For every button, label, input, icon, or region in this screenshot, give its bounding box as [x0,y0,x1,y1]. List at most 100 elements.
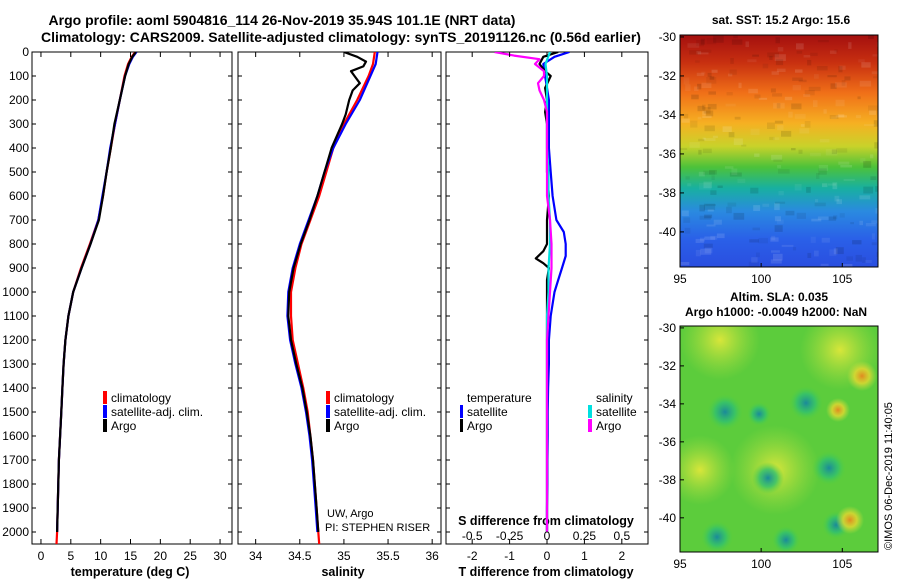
sst-speckle [707,103,717,110]
sst-speckle [806,186,811,193]
sst-field [680,35,878,267]
sst-speckle [699,204,705,212]
sst-speckle [848,42,852,49]
sst-speckle [803,94,811,97]
sst-speckle [829,115,839,119]
sst-speckle [698,138,705,142]
legend-swatch-t-argo [460,419,463,432]
sst-speckle [773,253,783,261]
sst-speckle [695,238,704,243]
x-tick-label: 10 [94,549,108,563]
map-y-tick-label: -40 [659,225,677,239]
sla-map-ticks: 95 100 105 -30 -32 -34 -36 -38 -40 [659,321,853,571]
sst-speckle [681,210,689,217]
figure-title-line2: Climatology: CARS2009. Satellite-adjuste… [41,29,641,45]
sst-speckle [704,247,713,254]
sst-speckle [752,227,760,231]
sst-speckle [685,176,690,180]
legend-swatch-argo [326,419,330,432]
map-y-tick-label: -34 [659,108,677,122]
depth-tick-label: 0 [22,45,29,59]
sst-speckle [709,169,717,175]
legend-label-satellite: satellite-adj. clim. [111,405,203,419]
sst-speckle [697,52,709,55]
s-diff-tick-label: 0 [544,529,551,543]
sst-speckle [694,86,699,91]
sst-speckle [728,73,733,77]
sst-speckle [703,181,712,189]
x-tick-label: 35.5 [376,549,400,563]
sst-speckle [704,125,715,132]
sst-speckle [832,182,838,190]
sst-speckle [835,247,844,255]
imos-credit: ©IMOS 06-Dec-2019 11:40:05 [883,402,895,550]
sst-map-ticks: 95 100 105 -30 -32 -34 -36 -38 -40 [659,30,853,286]
x-tick-label: 35 [337,549,351,563]
sst-speckle [819,138,830,143]
sst-speckle [798,79,807,83]
sst-speckle [859,220,863,226]
sst-speckle [769,136,775,141]
legend-label-t-satellite: satellite [467,405,508,419]
sla-low-eddy [812,451,846,485]
sst-speckle [863,161,872,168]
depth-tick-label: 600 [9,189,29,203]
series-line-s-argo [494,52,553,532]
sst-speckle [680,148,688,150]
sst-speckle [875,208,878,214]
legend-title-salinity: salinity [596,391,633,405]
sla-map-frame [679,325,879,553]
depth-tick-label: 900 [9,261,29,275]
sst-speckle [737,178,746,184]
sst-texture [680,35,878,267]
salinity-annotation-pi: PI: STEPHEN RISER [325,522,430,534]
sst-speckle [835,99,845,107]
sst-speckle [696,50,702,55]
sst-speckle [722,126,732,132]
sst-speckle [774,54,786,61]
legend-label-climatology: climatology [334,391,394,405]
sst-speckle [814,74,819,79]
sst-speckle [836,199,842,205]
sst-speckle [769,55,773,60]
depth-tick-label: 800 [9,237,29,251]
sst-speckle [699,215,711,220]
s-diff-tick-label: 0.5 [613,529,630,543]
sst-speckle [855,114,862,119]
sst-speckle [767,52,779,58]
depth-tick-label: 200 [9,93,29,107]
sst-speckle [711,175,715,180]
salinity-panel [237,51,442,545]
sst-speckle [750,128,760,136]
sst-speckle [753,205,761,211]
difference-xlabel: T difference from climatology [458,565,633,579]
sst-speckle [827,75,837,78]
sst-speckle [871,242,877,246]
sst-speckle [778,169,790,174]
sst-speckle [864,124,876,127]
sst-speckle [794,183,802,191]
sst-speckle [697,116,702,120]
sst-speckle [803,55,811,58]
sst-speckle [731,39,743,45]
legend-swatch-climatology [103,391,107,404]
sst-speckle [871,233,875,240]
sst-speckle [850,222,854,225]
legend-swatch-s-argo [588,419,592,432]
temperature-xlabel: temperature (deg C) [71,565,190,579]
depth-tick-label: 1900 [2,501,29,515]
depth-axis: 0 100 200 300 400 500 600 700 800 900 1000 1100 1200… [2,45,648,539]
x-tick-label: 20 [154,549,168,563]
series-line-satellite-adj-clim- [56,52,138,533]
sst-speckle [875,186,878,192]
sst-speckle [800,124,805,127]
legend-swatch-satellite [326,405,330,418]
sst-speckle [702,111,707,116]
sst-speckle [697,105,705,112]
sst-speckle [770,237,779,242]
sst-speckle [774,203,780,211]
sst-speckle [814,202,826,207]
sst-speckle [791,103,802,110]
sst-speckle [707,72,712,77]
sst-speckle [838,161,850,165]
